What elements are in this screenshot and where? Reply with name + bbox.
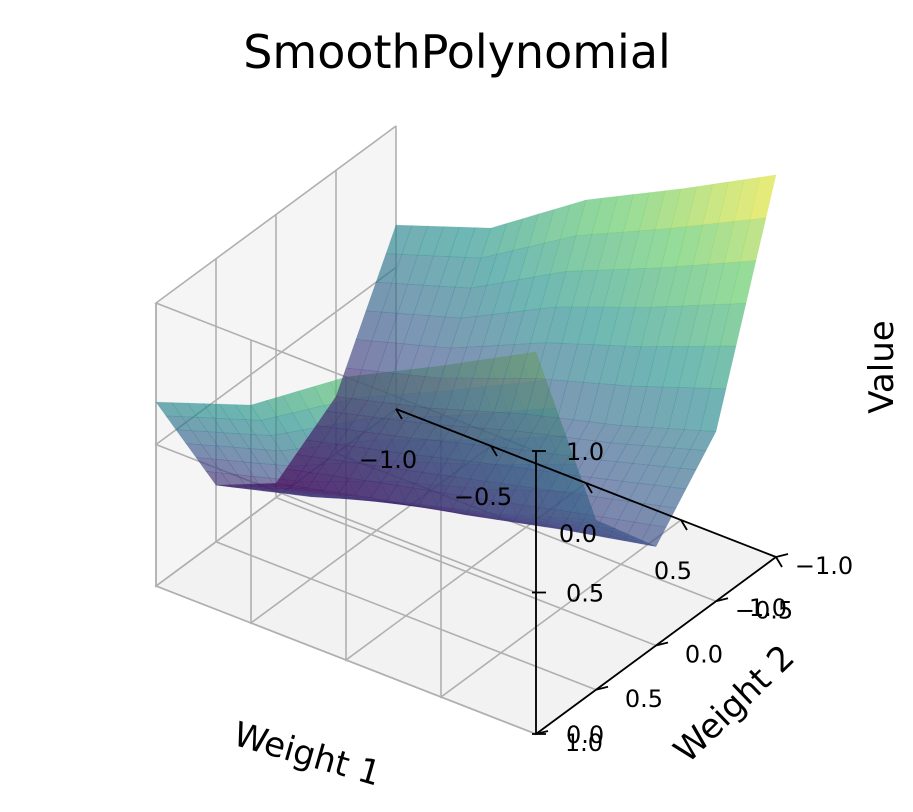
x-tick-label: 0.5: [654, 557, 692, 585]
y-tick-mark: [595, 685, 609, 691]
x-tick-label: −1.0: [359, 446, 417, 474]
y-tick-label: −0.5: [735, 596, 793, 624]
grid-line-z: [154, 266, 537, 594]
surface-patch: [639, 524, 667, 547]
z-tick-label: 0.5: [566, 580, 604, 608]
surface-patch: [689, 430, 717, 451]
x-tick-label: 0.0: [559, 520, 597, 548]
x-axis-label: Weight 1: [229, 714, 385, 794]
surface-patch: [699, 387, 727, 432]
surface-patch: [749, 174, 777, 220]
y-tick-label: 0.0: [685, 641, 723, 669]
x-tick-mark: [585, 482, 593, 494]
y-tick-label: −1.0: [795, 552, 853, 580]
x-tick-mark: [775, 556, 783, 568]
chart-title: SmoothPolynomial: [243, 25, 671, 79]
y-tick-label: 0.5: [625, 685, 663, 713]
z-tick-label: 1.0: [566, 438, 604, 466]
surface-patch: [709, 345, 737, 390]
x-tick-mark: [680, 519, 688, 531]
x-tick-label: −0.5: [454, 483, 512, 511]
axis-lines: [395, 408, 789, 735]
x-tick-mark: [395, 408, 403, 420]
tick-labels: −1.0−0.50.00.51.0−1.0−0.50.00.51.00.00.5…: [359, 438, 853, 757]
x-tick-label: 1.0: [749, 594, 787, 622]
surface-patch: [729, 260, 757, 305]
y-tick-mark: [715, 597, 729, 603]
x-tick-mark: [490, 445, 498, 457]
surface-patch: [739, 217, 767, 263]
z-tick-label: 0.0: [566, 721, 604, 749]
y-tick-mark: [655, 641, 669, 647]
y-tick-label: 1.0: [565, 729, 603, 757]
z-axis-label: Value: [862, 320, 902, 413]
surface-patch: [719, 302, 747, 347]
y-tick-mark: [775, 553, 789, 558]
